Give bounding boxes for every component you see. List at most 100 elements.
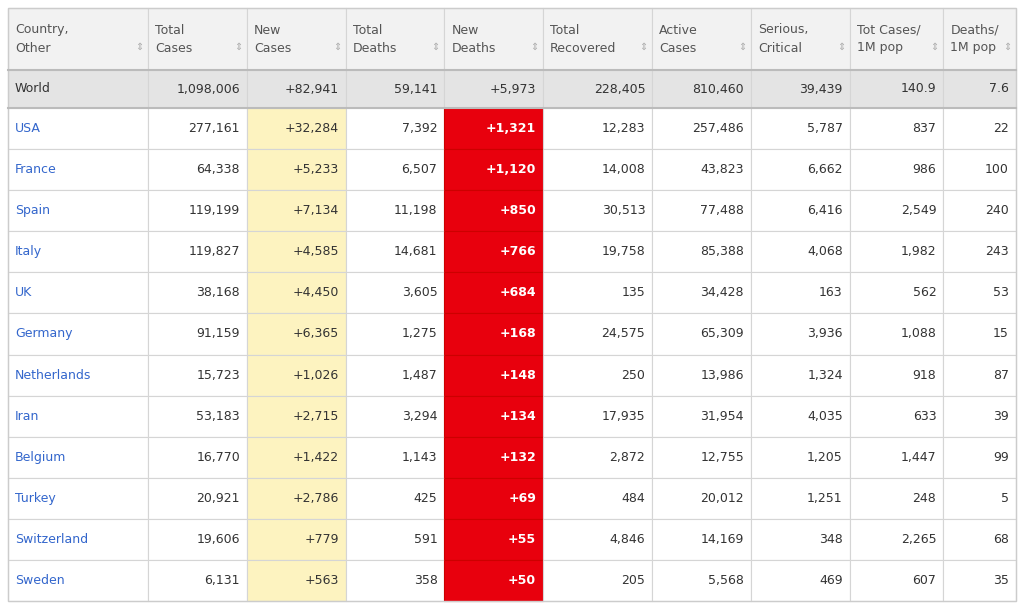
Text: 2,872: 2,872 xyxy=(609,451,645,463)
Text: 24,575: 24,575 xyxy=(601,328,645,340)
Text: +1,026: +1,026 xyxy=(293,368,339,382)
Bar xyxy=(943,108,1016,149)
Bar xyxy=(850,8,943,70)
Text: Active: Active xyxy=(659,24,698,37)
Bar xyxy=(444,314,543,354)
Text: 19,758: 19,758 xyxy=(601,245,645,258)
Bar xyxy=(148,396,247,437)
Text: 358: 358 xyxy=(414,574,437,587)
Bar xyxy=(751,396,850,437)
Bar xyxy=(543,190,652,231)
Text: Recovered: Recovered xyxy=(550,41,616,54)
Bar xyxy=(850,437,943,477)
Text: 7,392: 7,392 xyxy=(401,122,437,135)
Text: +5,973: +5,973 xyxy=(489,82,537,96)
Text: Deaths/: Deaths/ xyxy=(950,24,998,37)
Bar xyxy=(8,437,148,477)
Text: ⇕: ⇕ xyxy=(135,42,143,52)
Text: 1,088: 1,088 xyxy=(900,328,936,340)
Text: ⇕: ⇕ xyxy=(738,42,746,52)
Bar xyxy=(652,190,751,231)
Bar xyxy=(247,437,346,477)
Bar xyxy=(8,149,148,190)
Text: 6,131: 6,131 xyxy=(205,574,240,587)
Text: 140.9: 140.9 xyxy=(901,82,936,96)
Bar xyxy=(247,272,346,314)
Bar xyxy=(346,272,444,314)
Text: 5,568: 5,568 xyxy=(709,574,744,587)
Bar xyxy=(751,519,850,560)
Bar xyxy=(751,8,850,70)
Text: +5,233: +5,233 xyxy=(293,163,339,176)
Text: 1,982: 1,982 xyxy=(901,245,936,258)
Text: 1,205: 1,205 xyxy=(807,451,843,463)
Bar xyxy=(943,519,1016,560)
Text: 250: 250 xyxy=(622,368,645,382)
Bar xyxy=(148,560,247,601)
Bar xyxy=(148,477,247,519)
Bar xyxy=(652,272,751,314)
Text: 228,405: 228,405 xyxy=(594,82,645,96)
Text: 1M pop: 1M pop xyxy=(950,41,996,54)
Text: 205: 205 xyxy=(622,574,645,587)
Text: 35: 35 xyxy=(993,574,1009,587)
Text: 119,827: 119,827 xyxy=(188,245,240,258)
Bar xyxy=(247,231,346,272)
Text: 1,251: 1,251 xyxy=(807,492,843,505)
Bar xyxy=(346,231,444,272)
Bar xyxy=(148,8,247,70)
Text: Sweden: Sweden xyxy=(15,574,65,587)
Bar xyxy=(148,354,247,396)
Bar xyxy=(346,519,444,560)
Text: 39: 39 xyxy=(993,410,1009,423)
Text: 3,294: 3,294 xyxy=(402,410,437,423)
Text: 1,447: 1,447 xyxy=(901,451,936,463)
Text: 12,283: 12,283 xyxy=(602,122,645,135)
Text: +69: +69 xyxy=(508,492,537,505)
Text: 38,168: 38,168 xyxy=(197,286,240,300)
Bar xyxy=(148,272,247,314)
Text: +1,120: +1,120 xyxy=(485,163,537,176)
Text: +7,134: +7,134 xyxy=(293,204,339,217)
Text: 5: 5 xyxy=(1001,492,1009,505)
Bar xyxy=(247,190,346,231)
Bar xyxy=(943,437,1016,477)
Text: 348: 348 xyxy=(819,533,843,546)
Text: 6,662: 6,662 xyxy=(807,163,843,176)
Text: 163: 163 xyxy=(819,286,843,300)
Text: ⇕: ⇕ xyxy=(233,42,242,52)
Text: 119,199: 119,199 xyxy=(188,204,240,217)
Bar xyxy=(444,437,543,477)
Bar xyxy=(8,314,148,354)
Text: 257,486: 257,486 xyxy=(692,122,744,135)
Text: 13,986: 13,986 xyxy=(700,368,744,382)
Text: 6,507: 6,507 xyxy=(401,163,437,176)
Text: 469: 469 xyxy=(819,574,843,587)
Bar xyxy=(148,231,247,272)
Text: +766: +766 xyxy=(500,245,537,258)
Bar xyxy=(751,314,850,354)
Text: 68: 68 xyxy=(993,533,1009,546)
Text: 34,428: 34,428 xyxy=(700,286,744,300)
Text: Total: Total xyxy=(550,24,580,37)
Bar xyxy=(444,477,543,519)
Text: 19,606: 19,606 xyxy=(197,533,240,546)
Text: 14,008: 14,008 xyxy=(601,163,645,176)
Bar xyxy=(850,519,943,560)
Bar xyxy=(247,108,346,149)
Bar xyxy=(444,149,543,190)
Text: Total: Total xyxy=(352,24,382,37)
Bar xyxy=(247,149,346,190)
Text: 87: 87 xyxy=(993,368,1009,382)
Bar xyxy=(8,272,148,314)
Text: 85,388: 85,388 xyxy=(700,245,744,258)
Bar xyxy=(543,272,652,314)
Text: 53: 53 xyxy=(993,286,1009,300)
Text: 240: 240 xyxy=(985,204,1009,217)
Text: 810,460: 810,460 xyxy=(692,82,744,96)
Text: 17,935: 17,935 xyxy=(602,410,645,423)
Text: 22: 22 xyxy=(993,122,1009,135)
Bar xyxy=(148,437,247,477)
Bar xyxy=(543,519,652,560)
Bar xyxy=(850,70,943,108)
